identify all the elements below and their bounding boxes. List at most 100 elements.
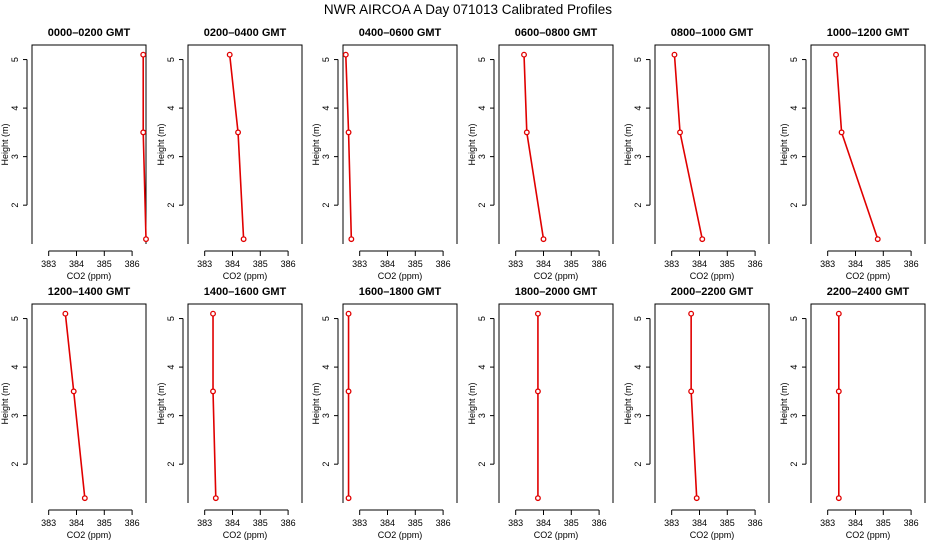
profile-line: [64, 313, 86, 499]
plot-frame: [498, 303, 614, 503]
y-tick-label: 2: [321, 203, 331, 208]
data-point: [345, 310, 352, 317]
panel: 0000–0200 GMT 383 384 385 386 CO2 (ppm) 2 3 4 5 He…: [0, 27, 149, 281]
y-tick-label: 4: [166, 365, 176, 370]
data-point: [140, 51, 147, 58]
x-tick-label: 385: [720, 259, 735, 269]
plot-frame: [31, 44, 147, 244]
y-axis-label: Height (m): [779, 382, 789, 424]
x-tick-label: 386: [125, 259, 140, 269]
data-point: [240, 236, 247, 243]
panel: 0600–0800 GMT 383 384 385 386 CO2 (ppm) 2 3 4 5 He…: [467, 27, 614, 281]
panel: 2000–2200 GMT 383 384 385 386 CO2 (ppm) 2 3 4 5 He…: [623, 286, 770, 540]
y-tick-label: 2: [10, 462, 20, 467]
profile-line: [344, 54, 353, 240]
panel-title: 0800–1000 GMT: [671, 27, 754, 39]
data-point: [521, 51, 527, 58]
x-tick-label: 383: [820, 259, 835, 269]
y-tick-label: 2: [166, 203, 176, 208]
plot-frame: [810, 44, 926, 244]
x-tick-label: 384: [380, 518, 395, 528]
y-axis-label: Height (m): [623, 382, 633, 424]
y-tick-label: 5: [477, 316, 487, 321]
y-tick-label: 5: [633, 57, 643, 62]
data-point: [835, 310, 842, 317]
y-axis-label: Height (m): [156, 382, 166, 424]
x-tick-label: 383: [41, 518, 56, 528]
y-tick-label: 4: [789, 106, 799, 111]
x-tick-label: 386: [748, 259, 763, 269]
panel: 0200–0400 GMT 383 384 385 386 CO2 (ppm) 2 3 4 5 He…: [156, 27, 303, 281]
plot-frame: [342, 303, 458, 503]
y-tick-label: 5: [10, 316, 20, 321]
data-point: [671, 51, 678, 58]
data-point: [235, 129, 241, 136]
x-tick-label: 384: [848, 518, 863, 528]
plot-frame: [187, 303, 303, 503]
data-point: [833, 51, 839, 58]
data-point: [226, 51, 233, 58]
x-tick-label: 386: [436, 518, 451, 528]
data-point: [835, 388, 842, 395]
panel: 1600–1800 GMT 383 384 385 386 CO2 (ppm) 2 3 4 5 He…: [311, 286, 458, 540]
profile-line: [673, 54, 704, 240]
y-tick-label: 3: [10, 154, 20, 159]
y-axis-label: Height (m): [0, 123, 10, 165]
y-tick-label: 5: [789, 57, 799, 62]
data-point: [688, 310, 695, 317]
plot-frame: [498, 44, 614, 244]
x-tick-label: 386: [592, 518, 607, 528]
x-tick-label: 386: [748, 518, 763, 528]
panel-title: 0400–0600 GMT: [359, 27, 442, 39]
data-point: [534, 495, 541, 502]
y-tick-label: 3: [477, 154, 487, 159]
data-point: [693, 495, 700, 502]
x-axis-label: CO2 (ppm): [690, 271, 735, 281]
y-tick-label: 4: [477, 365, 487, 370]
x-tick-label: 384: [848, 259, 863, 269]
y-tick-label: 4: [633, 106, 643, 111]
panel-title: 1600–1800 GMT: [359, 286, 442, 298]
y-axis-label: Height (m): [467, 382, 477, 424]
x-tick-label: 383: [508, 518, 523, 528]
x-tick-label: 383: [41, 259, 56, 269]
profile-line: [835, 54, 879, 240]
x-axis-label: CO2 (ppm): [846, 530, 891, 540]
y-tick-label: 3: [789, 154, 799, 159]
x-tick-label: 384: [692, 518, 707, 528]
profile-line: [690, 313, 698, 499]
panel: 0400–0600 GMT 383 384 385 386 CO2 (ppm) 2 3 4 5 He…: [311, 27, 458, 281]
panel-title: 2000–2200 GMT: [671, 286, 754, 298]
y-tick-label: 5: [633, 316, 643, 321]
y-tick-label: 3: [633, 154, 643, 159]
y-tick-label: 2: [477, 203, 487, 208]
y-tick-label: 4: [477, 106, 487, 111]
y-tick-label: 4: [10, 106, 20, 111]
y-tick-label: 5: [10, 57, 20, 62]
x-tick-label: 383: [197, 259, 212, 269]
data-point: [212, 495, 219, 502]
data-point: [70, 388, 77, 395]
x-tick-label: 384: [380, 259, 395, 269]
x-tick-label: 386: [281, 518, 296, 528]
y-tick-label: 5: [321, 316, 331, 321]
x-tick-label: 383: [352, 518, 367, 528]
plot-frame: [654, 303, 770, 503]
y-tick-label: 4: [166, 106, 176, 111]
data-point: [345, 388, 352, 395]
data-point: [534, 388, 541, 395]
x-tick-label: 386: [904, 518, 919, 528]
x-tick-label: 386: [125, 518, 140, 528]
y-tick-label: 2: [633, 203, 643, 208]
data-point: [140, 129, 147, 136]
y-tick-label: 3: [633, 413, 643, 418]
y-tick-label: 2: [321, 462, 331, 467]
y-tick-label: 3: [10, 413, 20, 418]
x-tick-label: 386: [592, 259, 607, 269]
data-point: [342, 51, 349, 58]
x-tick-label: 384: [225, 259, 240, 269]
panel: 2200–2400 GMT 383 384 385 386 CO2 (ppm) 2 3 4 5 He…: [779, 286, 926, 540]
data-point: [835, 495, 842, 502]
x-tick-label: 383: [197, 518, 212, 528]
